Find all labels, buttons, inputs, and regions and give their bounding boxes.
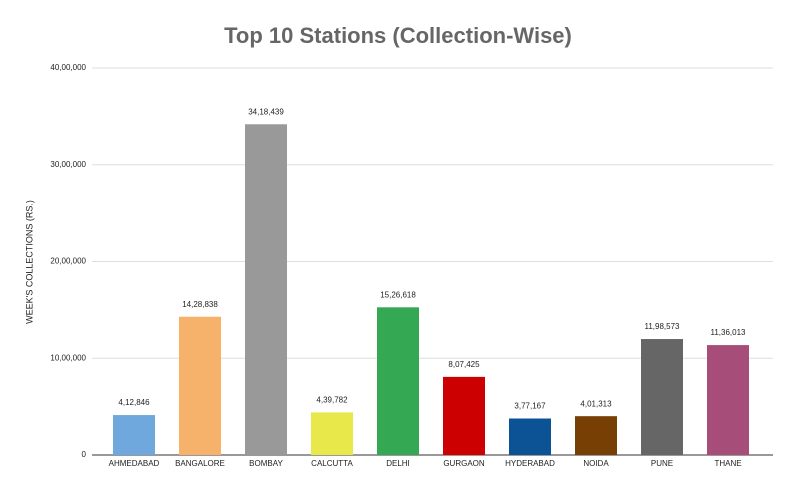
x-tick-label: BOMBAY bbox=[249, 459, 283, 468]
value-label: 8,07,425 bbox=[448, 360, 480, 369]
value-label: 34,18,439 bbox=[248, 107, 284, 116]
x-tick-label: AHMEDABAD bbox=[109, 459, 160, 468]
bar bbox=[707, 345, 749, 455]
x-tick-label: DELHI bbox=[386, 459, 410, 468]
x-tick-label: BANGALORE bbox=[175, 459, 225, 468]
x-tick-label: HYDERABAD bbox=[505, 459, 555, 468]
value-label: 15,26,618 bbox=[380, 290, 416, 299]
y-tick-label: 30,00,000 bbox=[50, 160, 86, 169]
value-label: 3,77,167 bbox=[514, 402, 546, 411]
value-label: 4,01,313 bbox=[580, 399, 612, 408]
x-tick-label: GURGAON bbox=[443, 459, 485, 468]
x-tick-label: THANE bbox=[714, 459, 741, 468]
bar bbox=[575, 416, 617, 455]
x-tick-label: CALCUTTA bbox=[311, 459, 353, 468]
bar bbox=[641, 339, 683, 455]
value-label: 4,12,846 bbox=[118, 398, 150, 407]
value-label: 14,28,838 bbox=[182, 300, 218, 309]
bar bbox=[509, 418, 551, 455]
bar bbox=[443, 376, 485, 455]
value-label: 11,36,013 bbox=[711, 328, 747, 337]
bar bbox=[113, 415, 155, 455]
x-tick-label: PUNE bbox=[651, 459, 673, 468]
y-tick-label: 10,00,000 bbox=[50, 353, 86, 362]
bar bbox=[311, 412, 353, 455]
y-axis-label: WEEK'S COLLECTIONS (RS.) bbox=[24, 200, 34, 324]
x-tick-label: NOIDA bbox=[583, 459, 609, 468]
y-tick-label: 40,00,000 bbox=[50, 63, 86, 72]
bar bbox=[245, 124, 287, 456]
chart-title: Top 10 Stations (Collection-Wise) bbox=[224, 23, 572, 48]
y-tick-label: 0 bbox=[82, 450, 87, 459]
bar bbox=[377, 307, 419, 455]
value-label: 11,98,573 bbox=[645, 322, 681, 331]
y-tick-label: 20,00,000 bbox=[50, 257, 86, 266]
value-label: 4,39,782 bbox=[316, 396, 348, 405]
bar bbox=[179, 316, 221, 455]
